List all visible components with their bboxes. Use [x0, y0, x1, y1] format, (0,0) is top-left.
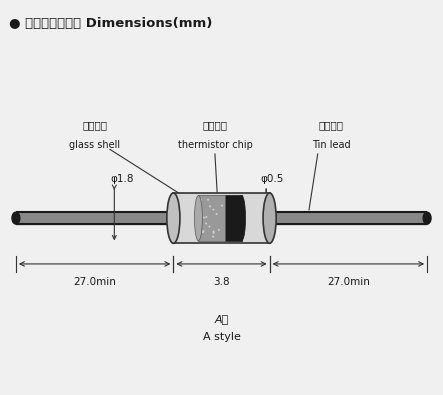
Bar: [198, 196, 225, 241]
Ellipse shape: [238, 196, 245, 241]
Ellipse shape: [205, 222, 207, 225]
Ellipse shape: [200, 202, 202, 204]
Text: φ1.8: φ1.8: [110, 174, 133, 184]
Text: 玻璃外壳: 玻璃外壳: [82, 120, 107, 130]
Ellipse shape: [199, 198, 201, 200]
Ellipse shape: [215, 213, 218, 215]
Bar: [270, 212, 427, 224]
Ellipse shape: [209, 205, 211, 207]
Ellipse shape: [203, 216, 205, 218]
Text: 3.8: 3.8: [213, 277, 230, 287]
Text: 27.0min: 27.0min: [73, 277, 116, 287]
Ellipse shape: [423, 212, 431, 224]
Text: A型: A型: [214, 314, 229, 324]
Ellipse shape: [167, 193, 180, 243]
Text: ● 外形结构和尺寸 Dimensions(mm): ● 外形结构和尺寸 Dimensions(mm): [9, 17, 213, 30]
Ellipse shape: [202, 230, 205, 232]
Ellipse shape: [221, 205, 223, 207]
Ellipse shape: [263, 193, 276, 243]
Ellipse shape: [202, 231, 204, 233]
Bar: [16, 212, 173, 224]
Ellipse shape: [200, 199, 202, 201]
Ellipse shape: [213, 232, 215, 234]
Ellipse shape: [206, 216, 207, 218]
Bar: [225, 196, 241, 241]
Ellipse shape: [12, 212, 20, 224]
Ellipse shape: [194, 196, 202, 241]
Ellipse shape: [213, 231, 214, 233]
Ellipse shape: [207, 199, 209, 201]
Text: 热敏芯片: 热敏芯片: [202, 120, 227, 130]
Bar: [173, 193, 270, 243]
Text: glass shell: glass shell: [69, 140, 120, 150]
Text: A style: A style: [202, 332, 241, 342]
Text: 镀锡导线: 镀锡导线: [319, 120, 343, 130]
Text: thermistor chip: thermistor chip: [178, 140, 253, 150]
Text: 27.0min: 27.0min: [327, 277, 370, 287]
Ellipse shape: [218, 229, 220, 231]
Text: Tin lead: Tin lead: [311, 140, 350, 150]
Ellipse shape: [209, 226, 210, 228]
Ellipse shape: [213, 209, 214, 211]
Text: φ0.5: φ0.5: [261, 174, 284, 184]
Ellipse shape: [212, 235, 214, 238]
